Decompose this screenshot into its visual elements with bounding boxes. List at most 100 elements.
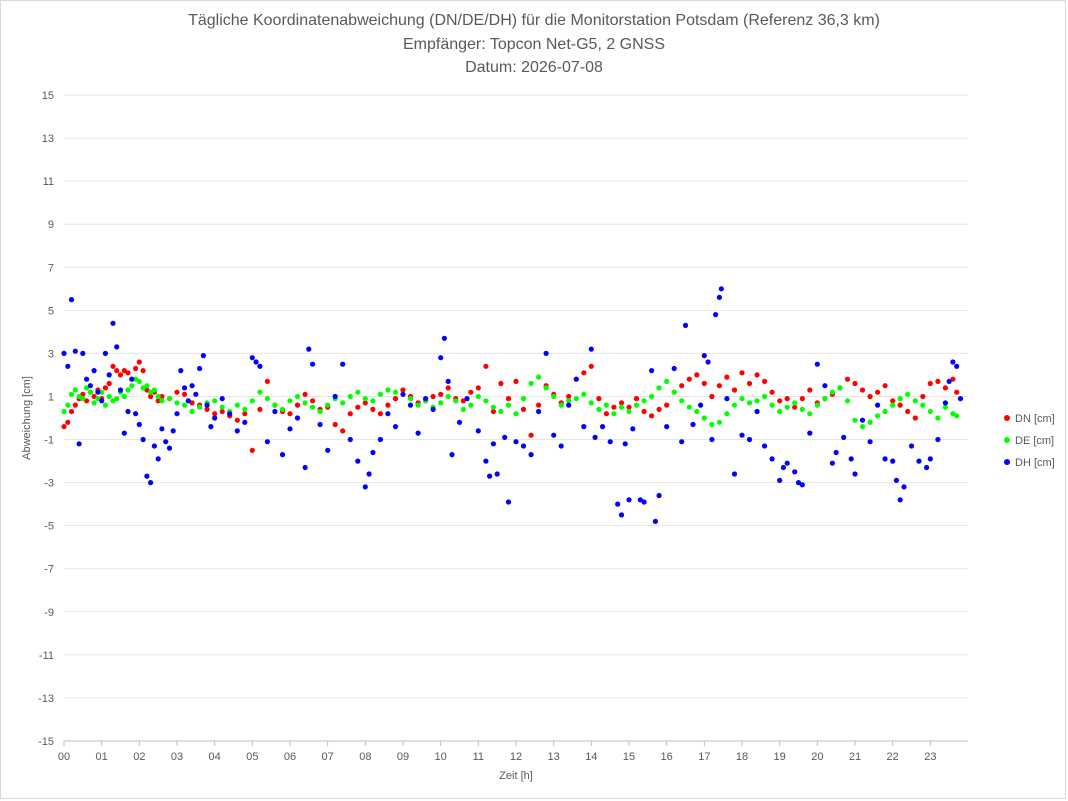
- data-point: [792, 469, 798, 475]
- data-point: [159, 426, 165, 432]
- data-point: [91, 393, 97, 400]
- data-point: [852, 380, 858, 387]
- data-point: [502, 434, 508, 440]
- data-point: [716, 294, 723, 300]
- data-point: [133, 411, 139, 417]
- data-point: [656, 385, 662, 391]
- data-point: [219, 404, 225, 410]
- data-point: [784, 396, 790, 402]
- data-point: [242, 406, 248, 412]
- x-tick-label: 07: [322, 751, 334, 763]
- data-point: [95, 389, 101, 395]
- legend-label: DN [cm]: [1015, 413, 1055, 425]
- data-point: [475, 393, 481, 400]
- data-point: [694, 372, 700, 378]
- data-point: [520, 406, 527, 412]
- data-point: [769, 389, 775, 395]
- data-point: [762, 443, 768, 449]
- data-point: [558, 402, 564, 408]
- data-point: [709, 421, 715, 428]
- data-point: [279, 406, 286, 412]
- data-point: [905, 408, 911, 415]
- data-point: [193, 391, 199, 397]
- legend-marker: [1004, 459, 1010, 465]
- data-point: [536, 402, 542, 408]
- data-point: [656, 492, 662, 499]
- data-point: [385, 402, 391, 408]
- data-point: [927, 380, 933, 387]
- data-point: [618, 400, 625, 406]
- data-point: [441, 335, 447, 341]
- data-point: [181, 391, 188, 397]
- data-point: [807, 430, 813, 436]
- data-point: [136, 421, 142, 428]
- data-point: [84, 385, 90, 391]
- data-point: [310, 398, 316, 404]
- data-point: [664, 424, 670, 430]
- data-points: [61, 286, 964, 525]
- y-tick-label: 7: [48, 262, 54, 274]
- y-tick-label: -3: [44, 478, 54, 490]
- data-point: [430, 406, 436, 412]
- data-point: [777, 408, 783, 415]
- data-point: [133, 365, 139, 372]
- data-point: [445, 385, 451, 391]
- data-point: [72, 348, 78, 354]
- data-point: [129, 383, 135, 389]
- data-point: [882, 456, 888, 462]
- data-point: [294, 393, 301, 400]
- data-point: [87, 389, 93, 395]
- data-point: [317, 421, 323, 428]
- data-point: [799, 406, 805, 412]
- data-point: [656, 406, 662, 412]
- data-point: [520, 443, 527, 449]
- data-point: [859, 417, 866, 423]
- x-tick-label: 10: [435, 751, 447, 763]
- data-point: [272, 402, 278, 408]
- data-point: [189, 408, 195, 415]
- data-point: [332, 421, 338, 428]
- data-point: [362, 484, 368, 490]
- data-point: [822, 396, 828, 402]
- data-point: [649, 393, 655, 400]
- data-point: [68, 408, 75, 415]
- data-point: [762, 378, 768, 384]
- data-point: [792, 400, 798, 406]
- y-tick-label: -13: [38, 693, 54, 705]
- data-point: [68, 297, 75, 303]
- data-point: [355, 404, 361, 410]
- data-point: [882, 383, 888, 389]
- data-point: [84, 376, 90, 382]
- data-point: [377, 391, 383, 397]
- data-point: [607, 439, 613, 445]
- legend-marker: [1004, 415, 1010, 421]
- x-tick-label: 03: [171, 751, 183, 763]
- data-point: [212, 398, 218, 404]
- data-point: [867, 419, 873, 425]
- data-point: [257, 389, 263, 395]
- data-point: [528, 452, 534, 458]
- data-point: [852, 471, 858, 477]
- data-point: [618, 512, 625, 518]
- data-point: [197, 365, 203, 372]
- data-point: [927, 456, 933, 462]
- data-point: [148, 480, 154, 486]
- data-point: [543, 385, 549, 391]
- data-point: [784, 404, 790, 410]
- data-point: [924, 464, 930, 471]
- data-point: [61, 350, 67, 356]
- data-point: [468, 389, 474, 395]
- data-point: [272, 408, 278, 415]
- data-point: [136, 359, 142, 365]
- y-tick-label: 11: [43, 176, 54, 188]
- data-point: [144, 473, 150, 479]
- data-point: [125, 370, 131, 376]
- data-point: [920, 393, 926, 400]
- data-point: [310, 361, 316, 367]
- x-tick-label: 05: [246, 751, 258, 763]
- data-point: [227, 411, 233, 417]
- x-tick-label: 17: [698, 751, 710, 763]
- data-point: [573, 396, 579, 402]
- data-point: [698, 402, 704, 408]
- chart-title-line-2: Empfänger: Topcon Net-G5, 2 GNSS: [402, 36, 666, 53]
